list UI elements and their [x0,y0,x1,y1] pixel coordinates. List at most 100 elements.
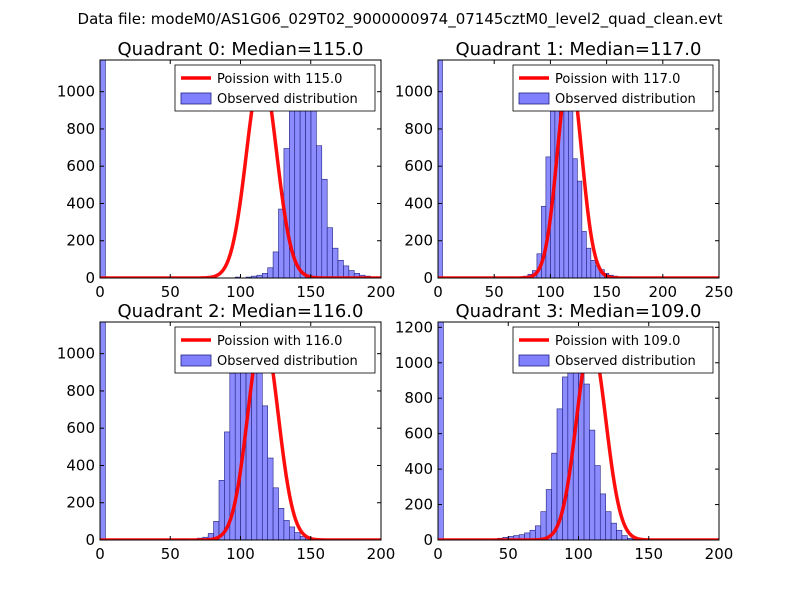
legend-bar-swatch [180,354,212,367]
poisson-fit-line [438,339,719,540]
y-tick-label: 600 [66,157,95,175]
legend: Poission with 117.0 Observed distribution [512,64,714,112]
legend-bar-label: Observed distribution [555,354,696,369]
legend-bar-swatch [518,354,550,367]
legend-fit-label: Poission with 117.0 [555,72,680,87]
histogram-bar [568,104,574,278]
histogram-bar [261,273,268,278]
histogram-bar [294,532,301,540]
legend-bar-swatch [180,92,212,105]
poisson-fit-line [438,69,719,278]
histogram-bar [594,465,601,540]
x-tick-label: 50 [485,283,504,301]
x-tick-label: 0 [95,283,105,301]
y-tick-label: 0 [423,269,433,287]
y-tick-label: 600 [66,419,95,437]
x-tick-label: 50 [161,283,180,301]
y-tick-label: 400 [66,456,95,474]
x-tick-label: 50 [499,545,518,563]
histogram-bar [278,208,285,278]
plot-area [100,322,381,540]
legend: Poission with 109.0 Observed distribution [512,326,714,374]
y-tick-label: 200 [404,232,433,250]
y-tick-label: 0 [85,269,95,287]
y-tick-label: 200 [66,494,95,512]
subplot-title: Quadrant 1: Median=117.0 [456,39,702,60]
x-tick-label: 150 [296,545,325,563]
legend-fit-label: Poission with 116.0 [217,334,342,349]
histogram-bar [562,376,569,540]
y-tick-label: 1000 [57,83,95,101]
legend: Poission with 115.0 Observed distribution [174,64,376,112]
x-tick-label: 200 [705,545,734,563]
legend-bar-label: Observed distribution [217,354,358,369]
histogram-bar [321,178,328,278]
histogram-bar [272,487,279,540]
y-tick-label: 1000 [57,345,95,363]
histogram-bar [337,259,344,278]
plot-area [100,60,381,278]
histogram-bar [605,511,612,540]
x-tick-label: 50 [161,545,180,563]
y-tick-label: 800 [404,389,433,407]
x-tick-label: 0 [95,545,105,563]
subplot-title: Quadrant 2: Median=116.0 [118,301,364,322]
poisson-fit-line [100,329,381,540]
x-tick-label: 250 [705,283,734,301]
y-tick-label: 200 [404,496,433,514]
x-tick-label: 200 [648,283,677,301]
histogram-bar [586,247,592,278]
x-tick-label: 100 [536,283,565,301]
histogram-bar [572,158,578,278]
histogram-bar [332,247,339,278]
subplot-quadrant-1: 0 50 100 150 200 250 0 200 400 600 800 1000 Quadrant… [395,39,734,301]
x-tick-label: 200 [367,545,396,563]
subplot-quadrant-3: 0 50 100 150 200 0 200 400 600 800 1000 1200 Quadran… [395,301,734,563]
y-tick-label: 400 [66,194,95,212]
histogram-bar [267,457,274,540]
x-tick-label: 0 [433,545,443,563]
histogram-bar [581,231,587,278]
histogram-bar [589,429,596,540]
histogram-bar [590,259,596,278]
legend-bar-label: Observed distribution [555,92,696,107]
histogram-bar [599,493,606,540]
figure-suptitle: Data file: modeM0/AS1G06_029T02_90000009… [78,10,723,29]
histogram-bar [621,535,628,540]
histogram-bar [610,522,617,540]
y-tick-label: 800 [66,382,95,400]
y-tick-label: 0 [85,531,95,549]
y-tick-label: 400 [404,194,433,212]
poisson-fit-line [100,69,381,278]
histogram-bar [100,322,106,540]
histogram-bar [272,251,279,278]
x-tick-label: 200 [367,283,396,301]
histogram-bar [343,265,350,278]
histogram-bar [278,508,285,540]
x-tick-label: 150 [592,283,621,301]
histogram-bar [616,529,623,540]
axes-frame [437,59,720,279]
y-tick-label: 600 [404,425,433,443]
legend-fit-label: Poission with 109.0 [555,334,680,349]
histogram-bar [438,322,444,540]
legend-bar-swatch [518,92,550,105]
y-tick-label: 0 [423,531,433,549]
x-tick-label: 100 [564,545,593,563]
y-tick-label: 1000 [395,354,433,372]
histogram-bar [326,227,333,278]
plot-area [438,60,719,278]
histogram-bar [310,98,317,278]
histogram-bar [545,489,552,540]
y-tick-label: 800 [404,120,433,138]
subplot-title: Quadrant 0: Median=115.0 [118,39,364,60]
y-tick-label: 400 [404,460,433,478]
x-tick-label: 0 [433,283,443,301]
histogram-bar [267,267,274,278]
histogram-bar [438,60,443,278]
y-tick-label: 800 [66,120,95,138]
subplot-quadrant-2: 0 50 100 150 200 0 200 400 600 800 1000 Quadrant 2:… [57,301,396,563]
x-tick-label: 100 [226,283,255,301]
x-tick-label: 150 [634,545,663,563]
histogram-bar [583,383,590,540]
